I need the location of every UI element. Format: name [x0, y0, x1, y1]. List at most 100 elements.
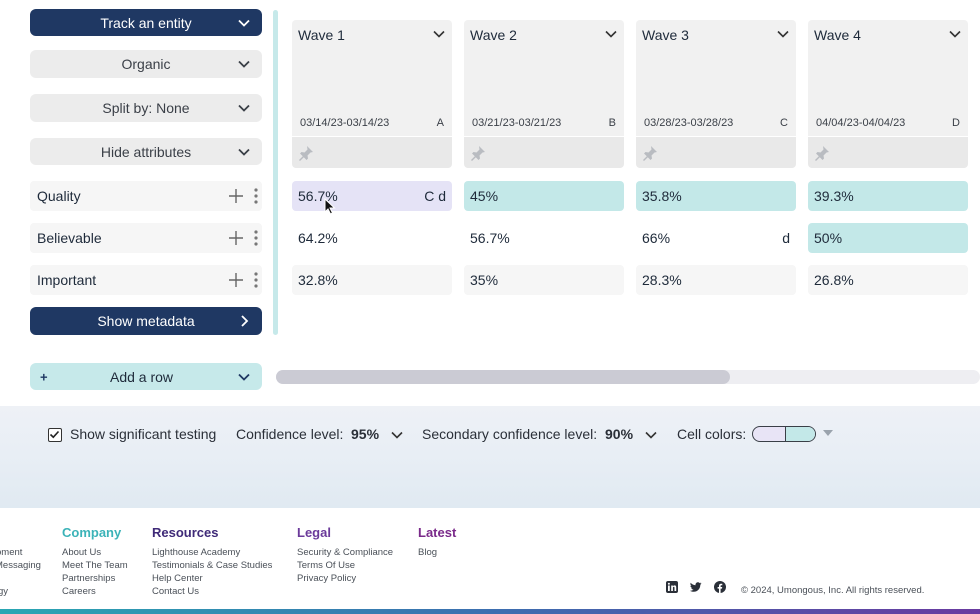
- footer-link[interactable]: Security & Compliance: [297, 547, 394, 558]
- settings-band: [0, 406, 980, 516]
- data-cell[interactable]: 56.7%: [464, 223, 624, 253]
- chevron-down-icon[interactable]: [604, 27, 618, 41]
- confidence-level-value[interactable]: 95%: [351, 426, 380, 442]
- footer-link[interactable]: Meet The Team: [62, 560, 128, 571]
- significance-marker: C d: [424, 188, 446, 204]
- footer-link[interactable]: Privacy Policy: [297, 573, 357, 584]
- copyright-text: © 2024, Umongous, Inc. All rights reserv…: [741, 585, 925, 596]
- plus-icon[interactable]: [228, 272, 244, 288]
- wave-header[interactable]: Wave 2 03/21/23-03/21/23 B: [464, 20, 624, 136]
- kebab-menu-icon[interactable]: [254, 188, 258, 204]
- footer-link[interactable]: Help Center: [152, 573, 203, 584]
- data-cell[interactable]: 64.2%: [292, 223, 452, 253]
- chevron-down-icon[interactable]: [390, 428, 404, 442]
- add-row-dropdown[interactable]: + Add a row: [30, 363, 262, 390]
- data-cell[interactable]: 35%: [464, 265, 624, 295]
- wave-letter: C: [780, 117, 788, 129]
- show-significant-testing-checkbox[interactable]: [48, 428, 62, 442]
- cell-value: 32.8%: [298, 272, 338, 288]
- chevron-right-icon: [241, 315, 249, 327]
- secondary-confidence-value[interactable]: 90%: [605, 426, 634, 442]
- footer-link[interactable]: Testimonials & Case Studies: [152, 560, 273, 571]
- cell-value: 26.8%: [814, 272, 854, 288]
- chevron-down-icon: [238, 148, 250, 156]
- footer-link[interactable]: Contact Us: [152, 586, 199, 597]
- facebook-icon[interactable]: [714, 581, 726, 593]
- horizontal-scrollbar[interactable]: [276, 370, 980, 384]
- data-cell[interactable]: 56.7% C d: [292, 181, 452, 211]
- footer-link[interactable]: Terms Of Use: [297, 560, 356, 571]
- wave-header[interactable]: Wave 4 04/04/23-04/04/23 D: [808, 20, 968, 136]
- plus-icon[interactable]: [228, 230, 244, 246]
- show-metadata-label: Show metadata: [97, 313, 195, 329]
- linkedin-icon[interactable]: [666, 581, 678, 593]
- panel-divider[interactable]: [273, 10, 278, 335]
- data-cell[interactable]: 35.8%: [636, 181, 796, 211]
- twitter-icon[interactable]: [690, 581, 702, 593]
- hide-attributes-dropdown[interactable]: Hide attributes: [30, 138, 262, 165]
- significance-marker: d: [782, 230, 790, 246]
- kebab-menu-icon[interactable]: [254, 230, 258, 246]
- wave-header[interactable]: Wave 1 03/14/23-03/14/23 A: [292, 20, 452, 136]
- pin-bar: [292, 137, 452, 168]
- kebab-menu-icon[interactable]: [254, 272, 258, 288]
- wave-header[interactable]: Wave 3 03/28/23-03/28/23 C: [636, 20, 796, 136]
- chevron-down-icon[interactable]: [644, 428, 658, 442]
- footer-link[interactable]: pment: [0, 547, 23, 558]
- footer-link[interactable]: Partnerships: [62, 573, 116, 584]
- chevron-down-icon[interactable]: [432, 27, 446, 41]
- footer-link[interactable]: Lighthouse Academy: [152, 547, 241, 558]
- pin-icon[interactable]: [298, 145, 314, 161]
- cell-value: 56.7%: [298, 188, 338, 204]
- footer-heading: Company: [62, 525, 122, 540]
- cell-value: 66%: [642, 230, 671, 246]
- pin-bar: [464, 137, 624, 168]
- caret-down-icon[interactable]: [823, 430, 833, 436]
- pin-icon[interactable]: [470, 145, 486, 161]
- data-cell[interactable]: 50%: [808, 223, 968, 253]
- pin-bar: [808, 137, 968, 168]
- footer-link[interactable]: gy: [0, 586, 9, 597]
- split-by-dropdown[interactable]: Split by: None: [30, 94, 262, 122]
- track-entity-dropdown[interactable]: Track an entity: [30, 9, 262, 36]
- wave-title: Wave 3: [642, 27, 689, 43]
- footer-partial-column: pment Messaging gy: [0, 546, 41, 598]
- show-metadata-button[interactable]: Show metadata: [30, 307, 262, 335]
- chevron-down-icon[interactable]: [776, 27, 790, 41]
- footer-column-resources: Resources Lighthouse Academy Testimonial…: [152, 525, 272, 598]
- wave-date-range: 04/04/23-04/04/23: [816, 117, 906, 129]
- wave-date-range: 03/14/23-03/14/23: [300, 117, 390, 129]
- data-cell[interactable]: 32.8%: [292, 265, 452, 295]
- chevron-down-icon: [238, 373, 250, 381]
- scrollbar-thumb[interactable]: [276, 370, 730, 384]
- data-cell[interactable]: 45%: [464, 181, 624, 211]
- cell-colors-label: Cell colors:: [677, 426, 747, 442]
- hide-attributes-label: Hide attributes: [100, 143, 192, 160]
- organic-dropdown[interactable]: Organic: [30, 50, 262, 78]
- row-label-important: Important: [30, 265, 262, 295]
- footer-heading: Legal: [297, 525, 331, 540]
- footer-column-latest: Latest Blog: [418, 525, 456, 559]
- mouse-cursor-icon: [324, 198, 336, 215]
- data-cell[interactable]: 39.3%: [808, 181, 968, 211]
- add-row-label: Add a row: [110, 368, 174, 385]
- pin-icon[interactable]: [814, 145, 830, 161]
- footer-link[interactable]: About Us: [62, 547, 102, 558]
- data-cell[interactable]: 66% d: [636, 223, 796, 253]
- plus-icon[interactable]: [228, 188, 244, 204]
- wave-letter: A: [436, 117, 444, 129]
- checkmark-icon: [49, 430, 60, 439]
- pin-icon[interactable]: [642, 145, 658, 161]
- data-cell[interactable]: 26.8%: [808, 265, 968, 295]
- cell-value: 35%: [470, 272, 499, 288]
- show-significant-testing-label[interactable]: Show significant testing: [70, 426, 217, 442]
- pin-bar: [636, 137, 796, 168]
- row-label-believable: Believable: [30, 223, 262, 253]
- cell-colors-swatch[interactable]: [752, 426, 816, 442]
- chevron-down-icon: [238, 104, 250, 112]
- chevron-down-icon[interactable]: [948, 27, 962, 41]
- footer-link[interactable]: Careers: [62, 586, 96, 597]
- footer-link[interactable]: Messaging: [0, 560, 41, 571]
- footer-link[interactable]: Blog: [418, 547, 438, 558]
- data-cell[interactable]: 28.3%: [636, 265, 796, 295]
